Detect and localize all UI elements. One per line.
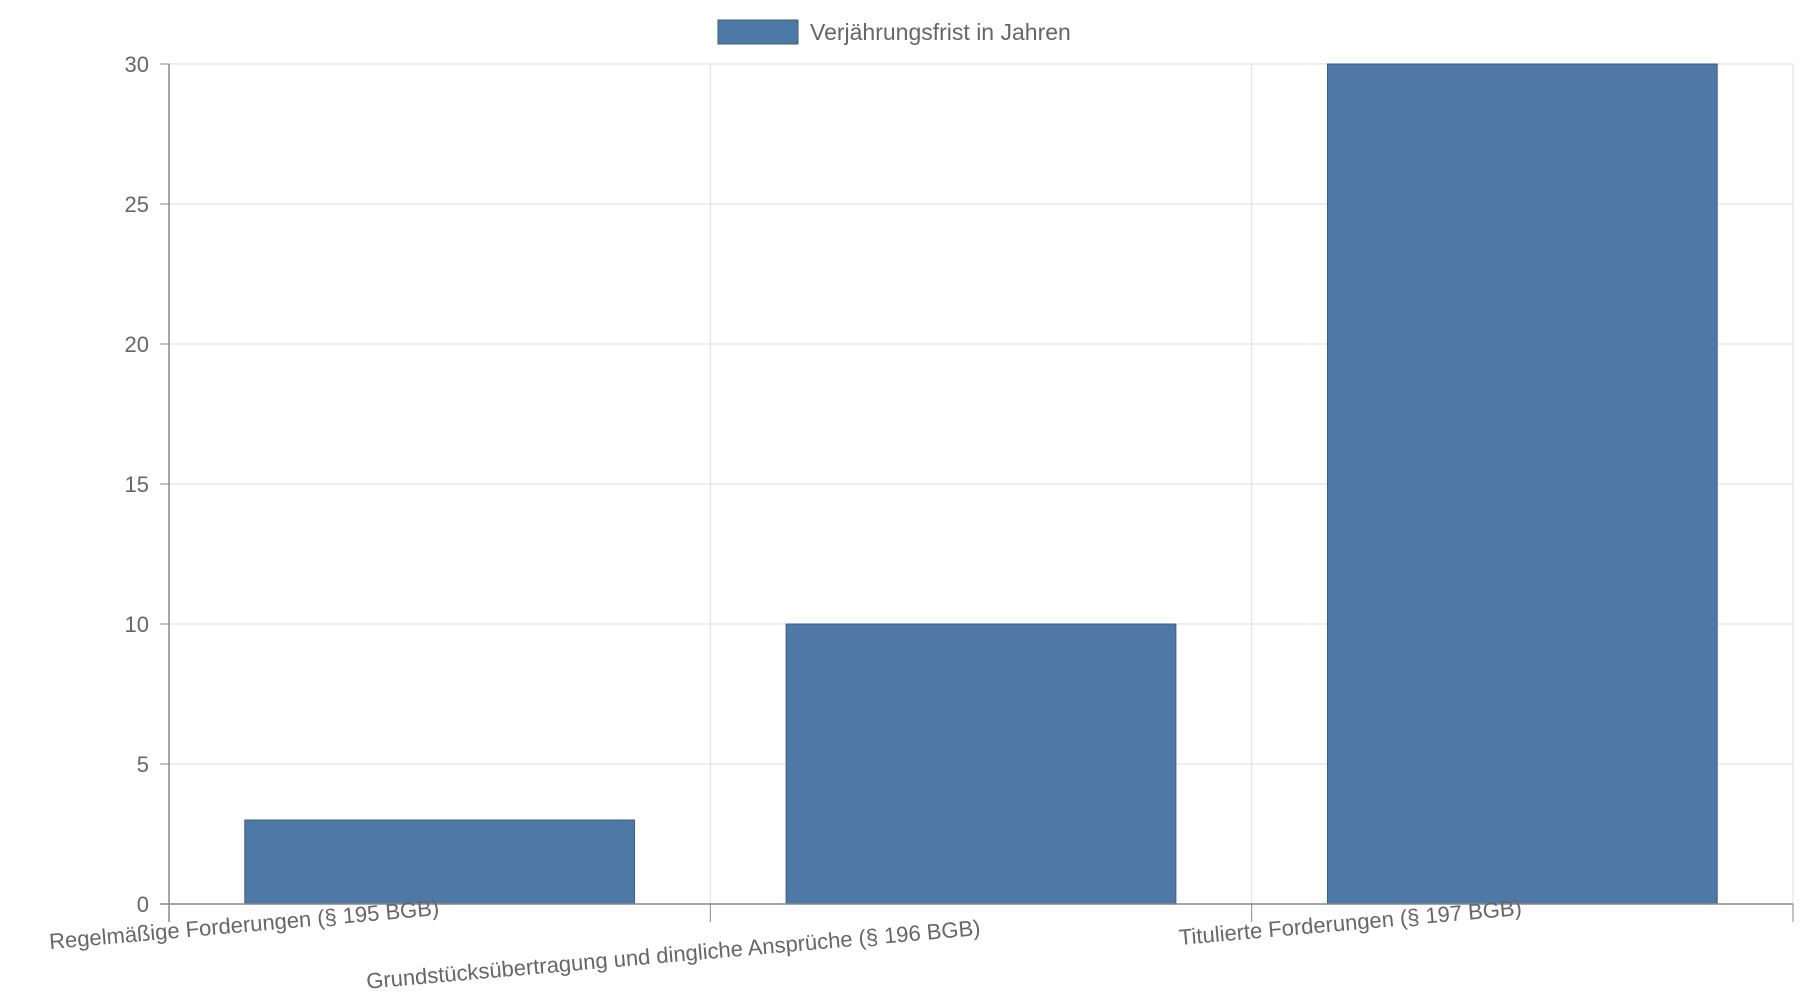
x-tick-labels: Regelmäßige Forderungen (§ 195 BGB)Grund… [48, 895, 1523, 994]
y-tick-label: 15 [125, 472, 149, 497]
legend[interactable]: Verjährungsfrist in Jahren [717, 19, 1071, 45]
bars [244, 63, 1718, 905]
axes [160, 63, 1794, 922]
bar[interactable] [785, 623, 1177, 905]
x-tick-label: Grundstücksübertragung und dingliche Ans… [365, 915, 981, 994]
bar[interactable] [1326, 63, 1718, 905]
y-tick-label: 5 [137, 752, 149, 777]
legend-label[interactable]: Verjährungsfrist in Jahren [810, 19, 1071, 45]
legend-swatch[interactable] [717, 19, 799, 45]
y-tick-label: 25 [125, 192, 149, 217]
y-tick-labels: 0 5 10 15 20 25 30 [125, 52, 149, 917]
y-tick-label: 0 [137, 892, 149, 917]
grid [169, 63, 1794, 904]
y-tick-label: 20 [125, 332, 149, 357]
bar[interactable] [244, 819, 636, 905]
y-tick-label: 10 [125, 612, 149, 637]
y-tick-label: 30 [125, 52, 149, 77]
